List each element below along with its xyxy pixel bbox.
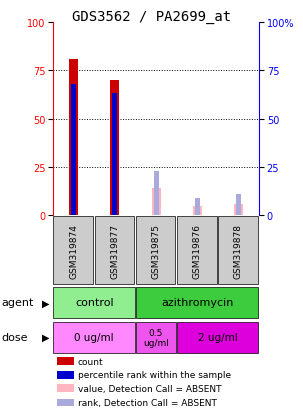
- Text: GSM319876: GSM319876: [193, 223, 202, 278]
- Bar: [195, 198, 200, 216]
- Text: count: count: [78, 357, 103, 366]
- Bar: [110, 81, 119, 216]
- Bar: [193, 206, 202, 216]
- Bar: [69, 59, 78, 216]
- FancyBboxPatch shape: [177, 216, 217, 285]
- Bar: [71, 85, 76, 216]
- FancyBboxPatch shape: [136, 216, 175, 285]
- FancyBboxPatch shape: [136, 287, 258, 318]
- Text: GSM319878: GSM319878: [234, 223, 243, 278]
- FancyBboxPatch shape: [177, 322, 258, 353]
- FancyBboxPatch shape: [218, 216, 258, 285]
- Text: value, Detection Call = ABSENT: value, Detection Call = ABSENT: [78, 384, 221, 393]
- FancyBboxPatch shape: [95, 216, 134, 285]
- Bar: [57, 371, 75, 379]
- Bar: [112, 94, 117, 216]
- Text: GSM319874: GSM319874: [69, 223, 78, 278]
- FancyBboxPatch shape: [53, 287, 135, 318]
- Text: GSM319877: GSM319877: [110, 223, 119, 278]
- Text: GDS3562 / PA2699_at: GDS3562 / PA2699_at: [72, 10, 231, 24]
- Text: rank, Detection Call = ABSENT: rank, Detection Call = ABSENT: [78, 398, 217, 407]
- Text: 2 ug/ml: 2 ug/ml: [198, 332, 238, 342]
- Text: 0 ug/ml: 0 ug/ml: [75, 332, 114, 342]
- Text: dose: dose: [2, 332, 28, 342]
- Bar: [234, 204, 243, 216]
- FancyBboxPatch shape: [53, 322, 135, 353]
- Text: azithromycin: azithromycin: [161, 298, 233, 308]
- Text: 0.5
ug/ml: 0.5 ug/ml: [143, 328, 169, 347]
- Text: agent: agent: [2, 298, 34, 308]
- Bar: [152, 189, 161, 216]
- Bar: [57, 385, 75, 392]
- Bar: [57, 358, 75, 365]
- Text: ▶: ▶: [42, 332, 49, 342]
- Bar: [154, 171, 158, 216]
- Bar: [57, 399, 75, 406]
- Text: percentile rank within the sample: percentile rank within the sample: [78, 370, 231, 379]
- FancyBboxPatch shape: [53, 216, 93, 285]
- Bar: [236, 195, 241, 216]
- Text: control: control: [75, 298, 114, 308]
- Text: GSM319875: GSM319875: [152, 223, 161, 278]
- Text: ▶: ▶: [42, 298, 49, 308]
- FancyBboxPatch shape: [136, 322, 176, 353]
